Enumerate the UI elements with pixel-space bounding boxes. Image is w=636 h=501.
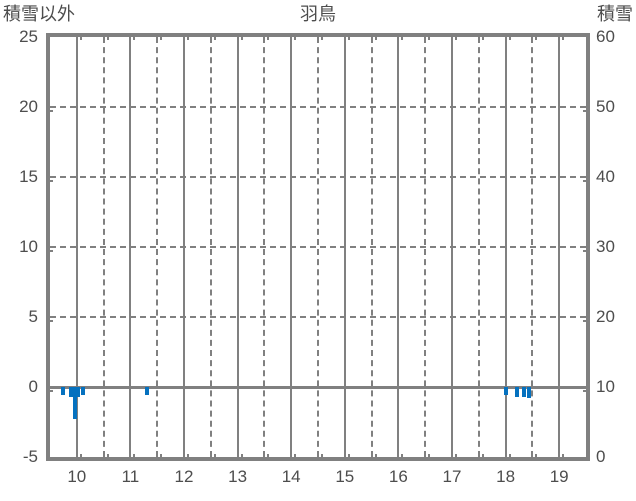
y-axis-label-right: 0 — [596, 447, 606, 466]
x-axis-tick — [401, 454, 404, 461]
x-axis-tick — [133, 454, 136, 461]
data-bar — [76, 387, 81, 398]
y-axis-label-left: -5 — [22, 447, 38, 466]
y-axis-label-right: 40 — [596, 167, 615, 186]
y-axis-label-left: 10 — [19, 237, 38, 256]
x-axis-tick-minor — [374, 33, 377, 40]
y-axis-label-left: 20 — [19, 97, 38, 116]
y-axis-label-left: 15 — [19, 167, 38, 186]
y-axis-tick-right — [583, 320, 590, 322]
x-axis-tick — [455, 454, 457, 461]
x-axis-tick — [562, 454, 565, 461]
data-bar — [60, 387, 65, 395]
data-bar — [527, 387, 532, 398]
x-axis-tick — [187, 33, 189, 40]
y-axis-tick-left — [46, 250, 53, 252]
x-axis-tick — [79, 454, 82, 461]
y-axis-label-left: 25 — [19, 27, 38, 46]
x-axis-tick-minor — [321, 33, 323, 40]
x-axis-tick — [240, 454, 243, 461]
data-bar — [503, 387, 508, 395]
x-axis-tick — [508, 33, 511, 40]
x-axis-tick-minor — [481, 454, 484, 461]
x-axis-tick — [294, 33, 297, 40]
x-axis-tick-minor — [213, 33, 216, 40]
x-axis-tick-minor — [481, 33, 484, 40]
gridline-horizontal — [50, 106, 586, 108]
y-axis-tick-left — [46, 390, 53, 392]
x-axis-tick-minor — [321, 454, 323, 461]
y-axis-label-left: 5 — [28, 307, 38, 326]
x-axis-tick — [187, 454, 189, 461]
data-bar — [81, 387, 86, 396]
y-axis-label-right: 20 — [596, 307, 615, 326]
y-axis-label-right: 10 — [596, 377, 615, 396]
y-axis-label-right: 60 — [596, 27, 615, 46]
data-bar — [68, 387, 73, 398]
x-axis-tick-minor — [160, 454, 163, 461]
x-axis-tick-minor — [535, 454, 538, 461]
plot-area — [46, 33, 590, 461]
x-axis-label: 13 — [228, 467, 248, 486]
data-bar — [145, 387, 150, 396]
gridline-horizontal — [50, 246, 586, 248]
plot-inner — [50, 37, 586, 457]
x-axis-tick — [294, 454, 297, 461]
y-axis-label-right: 50 — [596, 97, 615, 116]
x-axis-tick — [133, 33, 136, 40]
x-axis-tick-minor — [267, 33, 270, 40]
x-axis-tick — [508, 454, 511, 461]
right-axis-title: 積雪 — [597, 4, 633, 24]
x-axis-label: 18 — [496, 467, 516, 486]
x-axis-label: 19 — [549, 467, 569, 486]
gridline-horizontal — [50, 176, 586, 178]
x-axis-tick — [240, 33, 243, 40]
y-axis-tick-right — [583, 110, 590, 112]
x-axis-tick-minor — [428, 454, 431, 461]
x-axis-tick-minor — [106, 33, 109, 40]
x-axis-tick — [347, 33, 350, 40]
y-axis-tick-right — [583, 250, 590, 252]
y-axis-label-left: 0 — [28, 377, 38, 396]
y-axis-tick-left — [46, 320, 53, 322]
x-axis-label: 12 — [174, 467, 194, 486]
data-bar — [72, 387, 77, 420]
x-axis-tick-minor — [213, 454, 216, 461]
y-axis-tick-right — [583, 390, 590, 392]
left-axis-title: 積雪以外 — [3, 4, 75, 24]
data-bar — [522, 387, 527, 397]
x-axis-label: 17 — [442, 467, 462, 486]
x-axis-label: 16 — [388, 467, 408, 486]
x-axis-tick-minor — [106, 454, 109, 461]
x-axis-tick-minor — [267, 454, 270, 461]
x-axis-label: 11 — [121, 467, 140, 486]
y-axis-tick-left — [46, 180, 53, 182]
x-axis-tick — [401, 33, 404, 40]
y-axis-tick-left — [46, 110, 53, 112]
x-axis-tick-minor — [428, 33, 431, 40]
data-bar — [514, 387, 519, 397]
page-title: 羽鳥 — [300, 4, 336, 24]
zero-line — [50, 386, 586, 389]
y-axis-tick-right — [583, 180, 590, 182]
x-axis-tick — [562, 33, 565, 40]
x-axis-tick — [79, 33, 82, 40]
gridline-horizontal — [50, 316, 586, 318]
x-axis-label: 10 — [67, 467, 87, 486]
x-axis-tick-minor — [160, 33, 163, 40]
x-axis-label: 15 — [335, 467, 355, 486]
x-axis-tick — [347, 454, 350, 461]
x-axis-tick — [455, 33, 457, 40]
x-axis-label: 14 — [281, 467, 301, 486]
y-axis-label-right: 30 — [596, 237, 615, 256]
x-axis-tick-minor — [535, 33, 538, 40]
x-axis-tick-minor — [374, 454, 377, 461]
